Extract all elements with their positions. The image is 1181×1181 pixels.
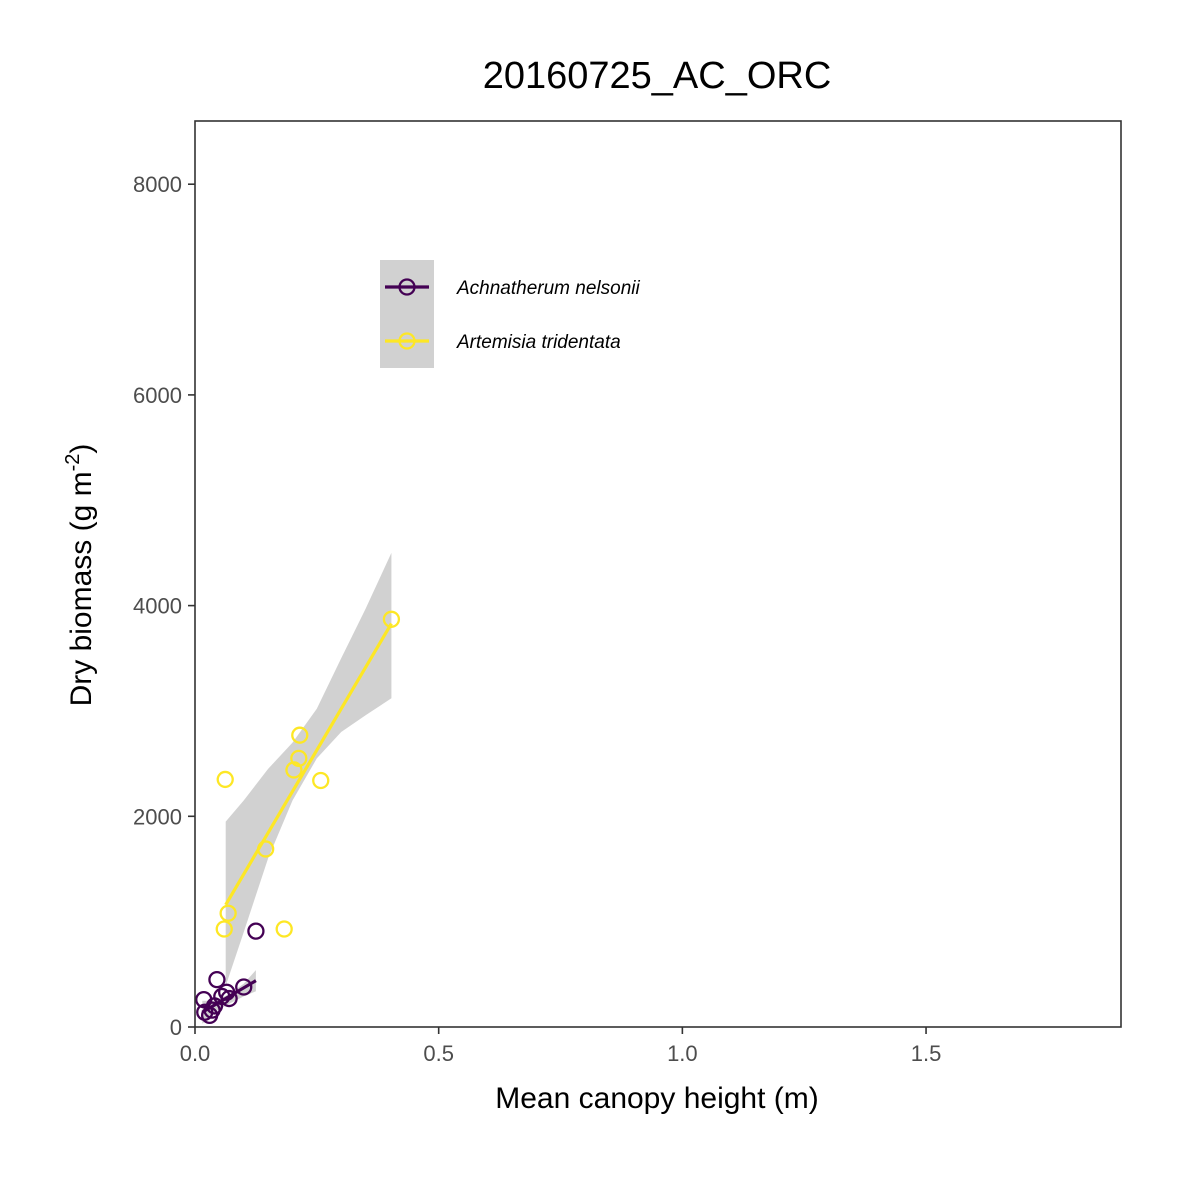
y-tick-label-5: 8000 xyxy=(133,172,182,197)
y-axis: 0 2000 4000 6000 8000 xyxy=(133,172,195,1040)
data-point-s2-1 xyxy=(215,920,233,938)
data-point-s2-8 xyxy=(291,726,309,744)
data-point-s2-10 xyxy=(382,610,401,628)
data-point-s1-6 xyxy=(208,970,226,989)
y-tick-label-4: 6000 xyxy=(133,383,182,408)
data-point-s1-7 xyxy=(213,987,231,1006)
data-point-s1-11 xyxy=(247,922,265,940)
y-axis-title-text: Dry biomass (g m xyxy=(65,471,98,706)
x-tick-label-2: 0.5 xyxy=(423,1041,454,1066)
plot-panel-border xyxy=(194,120,1122,1028)
y-axis-title-superscript: -2 xyxy=(62,454,84,472)
y-tick-label-2: 2000 xyxy=(133,804,182,829)
fit-line-2 xyxy=(224,622,393,906)
data-point-s2-4 xyxy=(257,840,275,858)
data-point-s2-2 xyxy=(216,770,234,789)
data-point-s1-9 xyxy=(220,989,238,1008)
x-axis: 0.0 0.5 1.0 1.5 xyxy=(180,1027,942,1066)
y-axis-title-suffix: ) xyxy=(65,444,98,454)
confidence-band-2 xyxy=(225,552,392,986)
x-tick-label-4: 1.5 xyxy=(911,1041,942,1066)
legend-key-point-2 xyxy=(398,332,416,350)
y-tick-label-1: 0 xyxy=(170,1015,182,1040)
legend-key-point-1 xyxy=(398,278,416,296)
x-axis-title: Mean canopy height (m) xyxy=(495,1082,819,1115)
data-point-s2-3 xyxy=(219,904,237,922)
x-tick-label-3: 1.0 xyxy=(667,1041,698,1066)
y-axis-title: Dry biomass (g m-2) xyxy=(62,444,98,707)
data-point-s2-5 xyxy=(275,920,293,938)
legend: Achnatherum nelsonii Artemisia tridentata xyxy=(380,260,640,368)
x-tick-label-1: 0.0 xyxy=(180,1041,211,1066)
data-point-s2-7 xyxy=(290,749,308,768)
data-point-s2-9 xyxy=(312,771,330,790)
y-tick-label-3: 4000 xyxy=(133,594,182,619)
legend-label-1: Achnatherum nelsonii xyxy=(456,278,640,299)
data-points xyxy=(195,610,401,1025)
legend-label-2: Artemisia tridentata xyxy=(456,332,621,353)
confidence-bands xyxy=(202,552,392,1024)
data-point-s1-10 xyxy=(235,978,253,996)
chart-title: 20160725_AC_ORC xyxy=(483,55,832,97)
